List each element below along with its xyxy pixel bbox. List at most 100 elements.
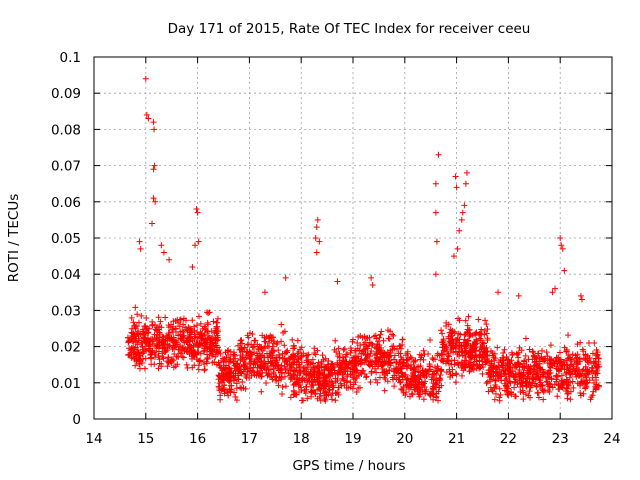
data-point [332,337,339,344]
data-point [462,361,469,368]
data-point [433,370,440,377]
data-point [439,330,446,337]
data-point [459,372,466,379]
data-point [397,342,404,349]
data-point [379,366,386,373]
data-point [201,367,208,374]
data-point [244,348,251,355]
data-point [556,386,563,393]
data-point [182,317,189,324]
data-point [419,367,426,374]
x-tick-label: 24 [603,431,620,447]
data-point [175,332,182,339]
data-point [257,364,264,371]
data-point [201,323,208,330]
data-point [392,359,399,366]
data-point [412,357,419,364]
data-point [128,314,135,321]
data-point [198,330,205,337]
data-point [527,363,534,370]
data-point [230,358,237,365]
data-point [487,348,494,355]
data-point [295,348,302,355]
data-point [491,385,498,392]
data-point [135,319,142,326]
data-point [189,317,196,324]
data-point [142,75,149,82]
data-point [492,377,499,384]
data-point [596,363,603,370]
x-tick-label: 19 [344,431,361,447]
data-point [311,349,318,356]
data-point [334,389,341,396]
data-point [231,365,238,372]
data-point [582,374,589,381]
data-point [335,345,342,352]
data-point [314,395,321,402]
data-point [477,335,484,342]
data-point [415,390,422,397]
data-point [471,356,478,363]
data-point [334,370,341,377]
data-point [155,326,162,333]
data-point [170,336,177,343]
data-point [546,383,553,390]
data-point [356,384,363,391]
data-point [317,390,324,397]
data-point [509,368,516,375]
data-point [289,336,296,343]
data-point [290,352,297,359]
data-point [201,366,208,373]
data-point [549,362,556,369]
data-point [489,352,496,359]
data-point [316,370,323,377]
data-point [369,282,376,289]
data-point [397,354,404,361]
x-tick-label: 18 [293,431,310,447]
data-point [232,393,239,400]
data-point [453,338,460,345]
data-point [397,379,404,386]
data-point [270,369,277,376]
data-point [322,380,329,387]
data-point [238,385,245,392]
data-point [252,360,259,367]
data-point [368,274,375,281]
data-point [321,366,328,373]
data-point [170,328,177,335]
data-point [220,359,227,366]
y-tick-label: 0.04 [51,267,81,283]
data-point [440,337,447,344]
data-point [208,348,215,355]
data-point [563,348,570,355]
data-point [352,367,359,374]
data-point [197,320,204,327]
data-point [504,365,511,372]
data-point [399,386,406,393]
data-point [564,395,571,402]
data-point [565,366,572,373]
data-point [434,352,441,359]
data-point [146,339,153,346]
data-point [232,355,239,362]
data-point [479,370,486,377]
data-point [194,341,201,348]
data-point [187,344,194,351]
data-point [455,346,462,353]
data-point [400,383,407,390]
data-point [151,126,158,133]
data-point [300,368,307,375]
data-point [143,314,150,321]
data-point [145,115,152,122]
data-point [433,393,440,400]
y-axis-label: ROTI / TECUs [6,194,22,282]
data-point [477,344,484,351]
data-point [357,357,364,364]
data-point [259,369,266,376]
data-point [545,387,552,394]
data-point [391,383,398,390]
data-point [571,357,578,364]
data-point [282,274,289,281]
data-point [451,361,458,368]
data-point [303,372,310,379]
